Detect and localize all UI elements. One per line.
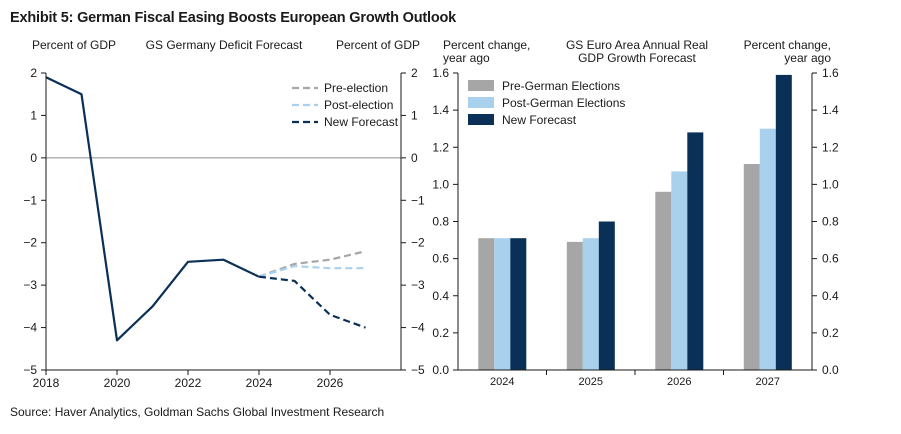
deficit-y-tick-label-right: −5 [411,363,425,377]
growth-y-tick-label: 1.0 [432,177,449,191]
growth-bar-2027-series-3 [775,74,792,371]
deficit-right-axis-label: Percent of GDP [336,38,420,52]
deficit-legend-label: New Forecast [324,115,399,129]
growth-bar-2026-series-3 [687,132,704,370]
growth-y-tick-label-right: 0.8 [822,215,839,229]
growth-y-tick-label-right: 1.2 [822,140,839,154]
growth-left-axis-label-line-2: year ago [443,51,490,65]
deficit-legend: Pre-election Post-election New Forecast [292,81,399,129]
growth-bar-2026-series-1 [655,191,672,370]
growth-legend-swatch [468,97,494,108]
growth-y-tick-label: 1.4 [432,103,449,117]
growth-y-tick-label-right: 0.4 [822,289,839,303]
deficit-x-tick-label: 2024 [246,376,273,390]
deficit-series-line-3 [258,275,366,329]
deficit-series-line-1 [258,250,366,278]
growth-bar-2024-series-1 [478,238,495,370]
growth-bar-2026-series-2 [671,171,688,370]
growth-y-tick-label: 0.2 [432,326,449,340]
growth-chart: GS Euro Area Annual Real GDP Growth Fore… [432,38,839,388]
deficit-x-tick-label: 2018 [33,376,60,390]
growth-x-tick-label: 2026 [667,376,691,388]
deficit-y-tick-label-right: −3 [411,278,425,292]
growth-x-tick-label: 2024 [490,376,514,388]
deficit-historical-line [45,76,260,342]
deficit-y-tick-label-right: 2 [411,66,418,80]
deficit-y-tick-label: −2 [23,236,37,250]
growth-x-tick-label: 2025 [579,376,603,388]
growth-y-tick-label-right: 0.6 [822,252,839,266]
deficit-left-axis-label: Percent of GDP [32,38,116,52]
growth-legend-label: Pre-German Elections [502,79,620,93]
growth-y-tick-label: 0.4 [432,289,449,303]
growth-legend-label: Post-German Elections [502,96,625,110]
growth-legend-label: New Forecast [502,113,577,127]
growth-y-tick-label: 1.2 [432,140,449,154]
deficit-series-line-2 [258,264,366,278]
growth-bar-2025-series-2 [582,238,599,370]
growth-chart-title-line-2: GDP Growth Forecast [578,51,696,65]
deficit-y-tick-label: 0 [30,151,37,165]
deficit-y-tick-label-right: −4 [411,321,425,335]
deficit-chart: GS Germany Deficit Forecast Percent of G… [23,38,425,390]
source-note: Source: Haver Analytics, Goldman Sachs G… [10,405,385,419]
growth-bar-2024-series-3 [510,238,527,370]
deficit-y-tick-label: −4 [23,321,37,335]
deficit-y-tick-label-right: 1 [411,108,418,122]
growth-chart-title-line-1: GS Euro Area Annual Real [566,38,708,52]
deficit-legend-label: Pre-election [324,81,388,95]
deficit-legend-label: Post-election [324,98,393,112]
growth-legend-swatch [468,80,494,91]
exhibit-title: Exhibit 5: German Fiscal Easing Boosts E… [10,10,457,26]
growth-bar-2024-series-2 [494,238,511,370]
deficit-y-tick-label: −3 [23,278,37,292]
deficit-y-tick-label: −1 [23,193,37,207]
deficit-chart-title: GS Germany Deficit Forecast [146,38,303,52]
growth-y-tick-label-right: 0.0 [822,363,839,377]
growth-y-tick-label-right: 1.0 [822,177,839,191]
growth-bar-2025-series-1 [566,241,583,370]
growth-left-axis-label-line-1: Percent change, [443,38,530,52]
growth-y-tick-label-right: 1.6 [822,66,839,80]
growth-right-axis-label-line-2: year ago [784,51,831,65]
growth-bar-2027-series-2 [759,128,776,370]
growth-bar-2025-series-3 [598,221,615,370]
deficit-y-tick-label-right: −2 [411,236,425,250]
growth-y-tick-label-right: 0.2 [822,326,839,340]
growth-y-tick-label: 0.6 [432,252,449,266]
deficit-y-tick-label-right: 0 [411,151,418,165]
deficit-y-tick-label: −5 [23,363,37,377]
growth-y-tick-label: 0.8 [432,215,449,229]
deficit-y-tick-label: 1 [30,108,37,122]
deficit-y-tick-label: 2 [30,66,37,80]
growth-bar-2027-series-1 [743,164,760,370]
growth-legend: Pre-German Elections Post-German Election… [468,79,625,127]
growth-y-tick-label: 0.0 [432,363,449,377]
growth-right-axis-label-line-1: Percent change, [744,38,831,52]
deficit-x-tick-label: 2026 [317,376,344,390]
deficit-x-tick-label: 2022 [175,376,202,390]
growth-x-tick-label: 2027 [756,376,780,388]
growth-y-tick-label-right: 1.4 [822,103,839,117]
deficit-x-tick-label: 2020 [104,376,131,390]
deficit-y-tick-label-right: −1 [411,193,425,207]
growth-legend-swatch [468,114,494,125]
growth-y-tick-label: 1.6 [432,66,449,80]
